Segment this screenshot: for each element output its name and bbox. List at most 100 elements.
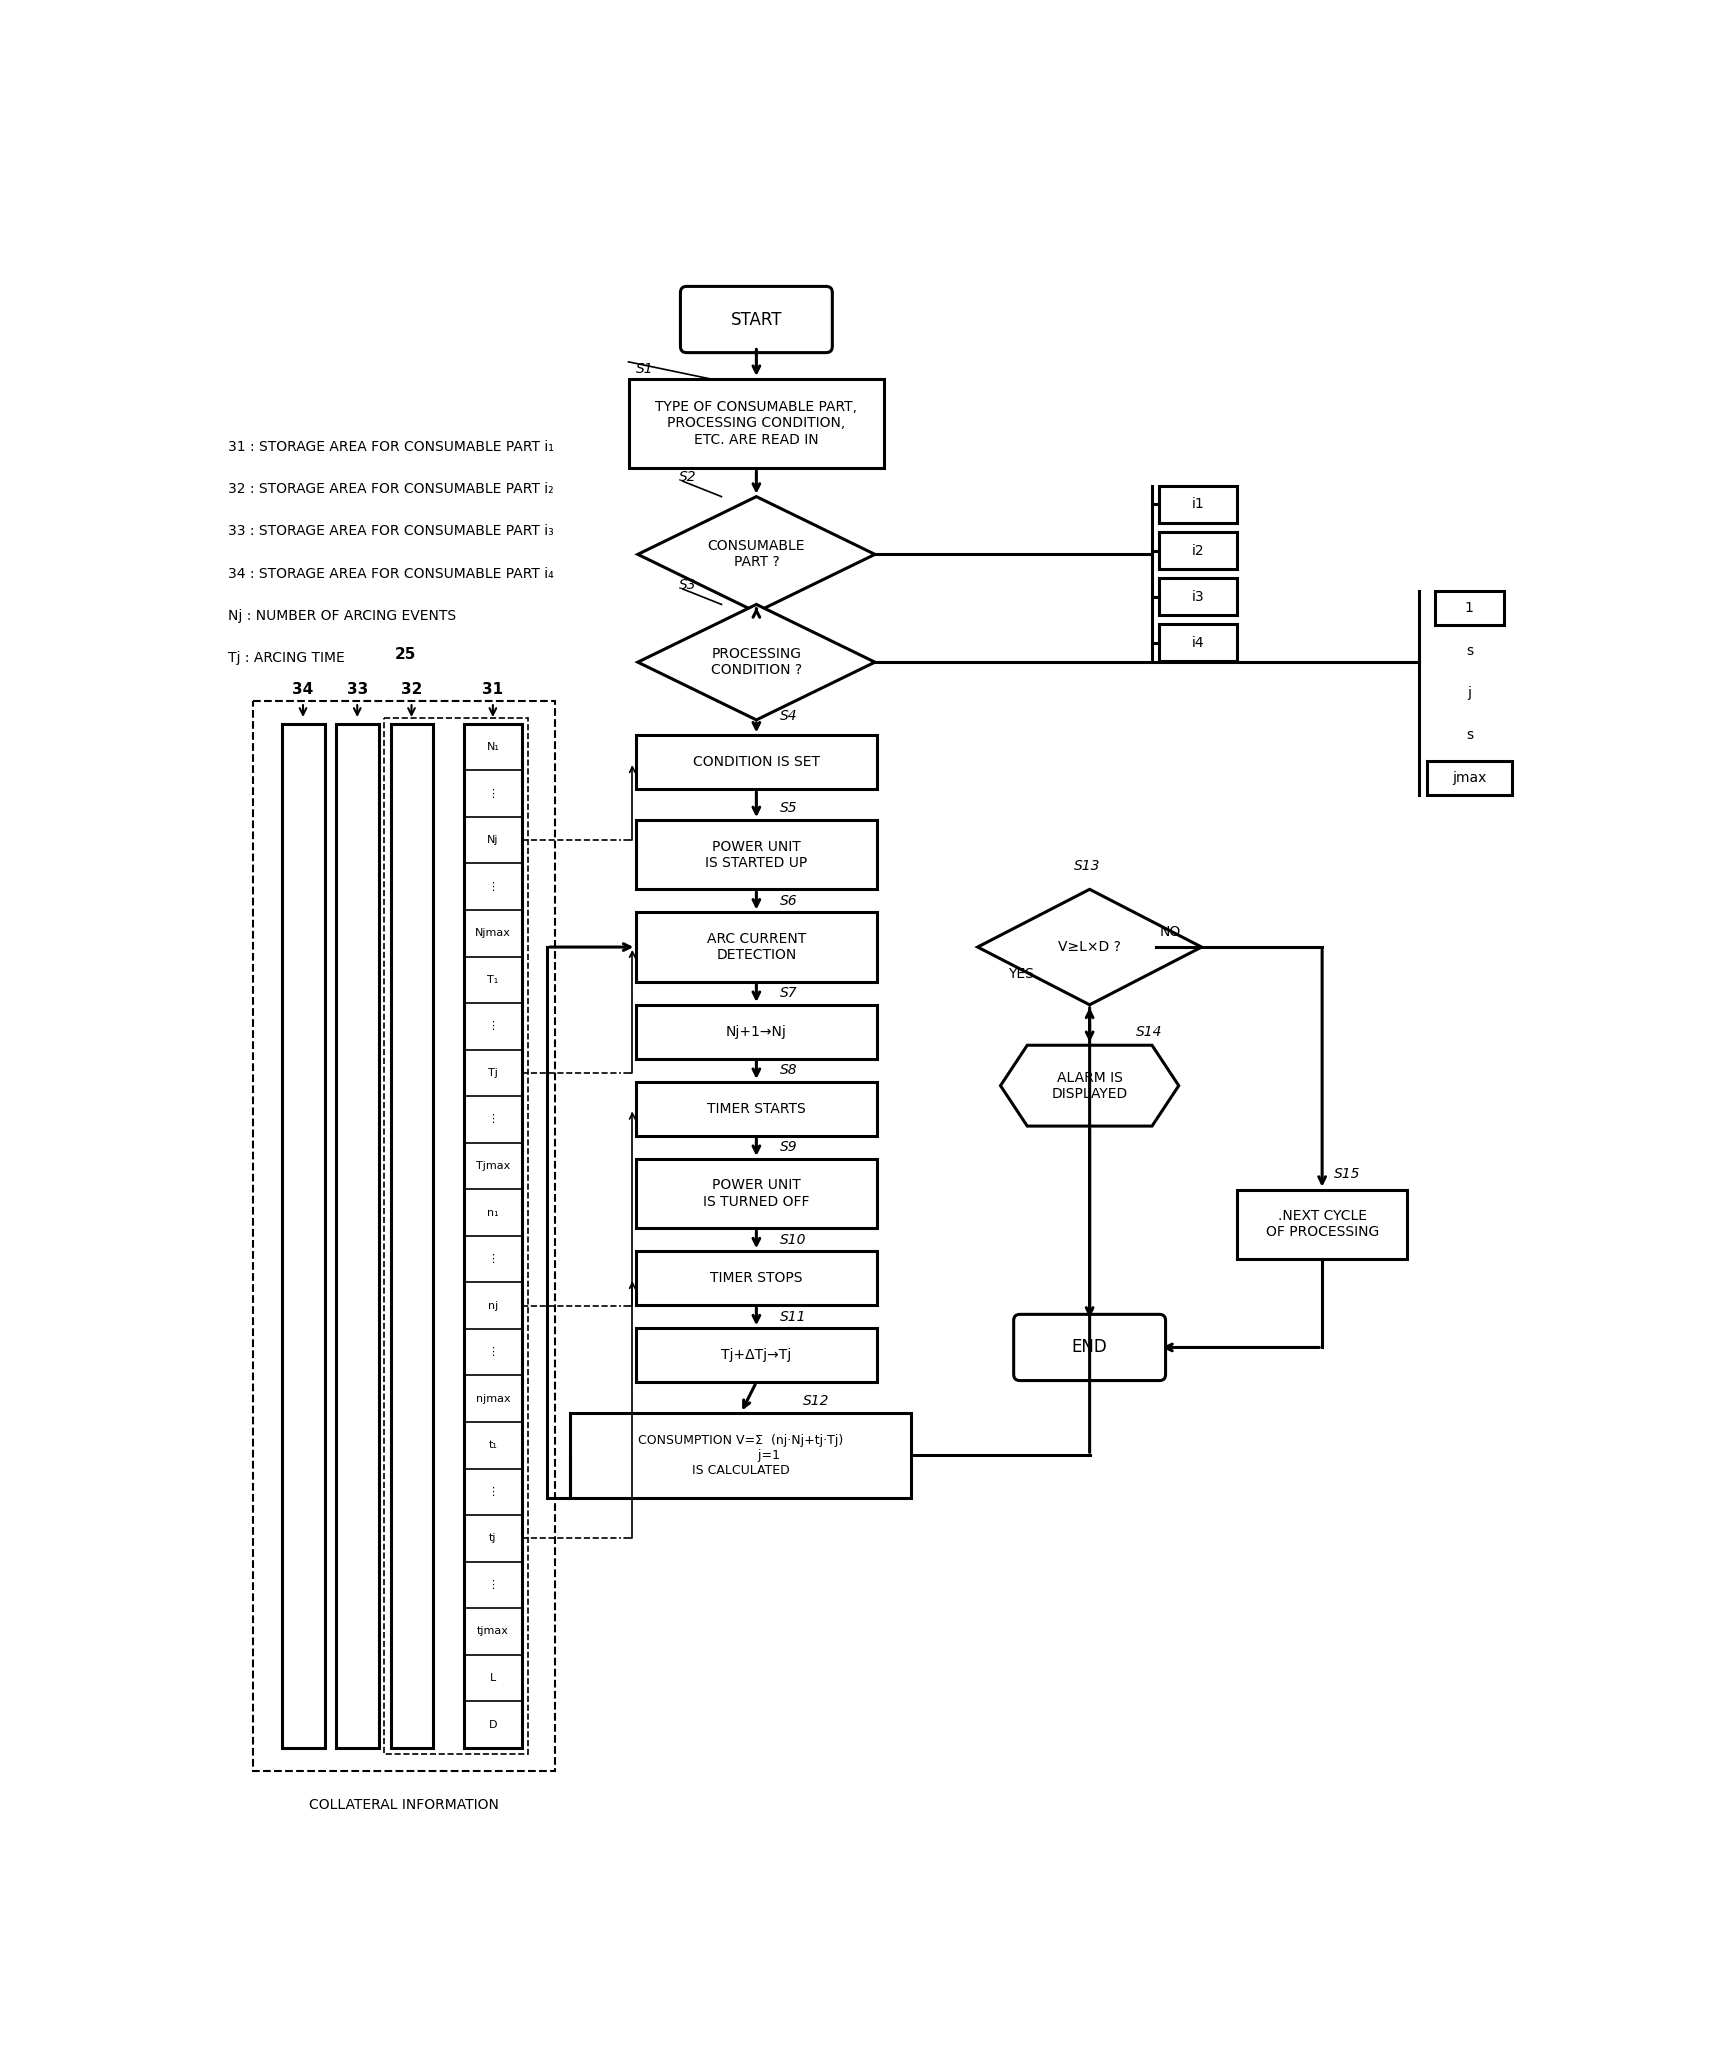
Bar (282, 725, 325, 1747)
Text: j: j (1468, 686, 1471, 700)
Text: Tj: Tj (488, 1068, 498, 1078)
Text: 32 : STORAGE AREA FOR CONSUMABLE PART i₂: 32 : STORAGE AREA FOR CONSUMABLE PART i₂ (228, 482, 553, 497)
Text: tj: tj (489, 1534, 496, 1544)
Bar (628, 380, 885, 468)
Bar (337, 725, 378, 1747)
Bar (636, 1328, 876, 1382)
Polygon shape (638, 604, 874, 721)
Text: n₁: n₁ (488, 1207, 498, 1217)
Text: i3: i3 (1193, 589, 1205, 604)
Text: ALARM IS
DISPLAYED: ALARM IS DISPLAYED (1052, 1070, 1128, 1100)
Text: ⋮: ⋮ (488, 1486, 498, 1497)
Bar (1434, 591, 1504, 626)
Text: Nj: Nj (488, 836, 498, 846)
Text: tjmax: tjmax (477, 1626, 508, 1636)
Text: S3: S3 (679, 579, 696, 591)
Text: Nj+1→Nj: Nj+1→Nj (725, 1024, 787, 1039)
Text: t₁: t₁ (488, 1441, 498, 1449)
Text: i1: i1 (1193, 497, 1205, 511)
Text: S8: S8 (780, 1063, 797, 1078)
Text: S6: S6 (780, 893, 797, 907)
Text: POWER UNIT
IS TURNED OFF: POWER UNIT IS TURNED OFF (703, 1178, 809, 1209)
Text: 1: 1 (1465, 602, 1473, 616)
Text: 34: 34 (293, 682, 313, 696)
Text: njmax: njmax (476, 1394, 510, 1404)
Text: i4: i4 (1193, 636, 1205, 651)
Bar (1160, 487, 1237, 524)
Text: S10: S10 (780, 1232, 806, 1246)
Text: START: START (731, 310, 782, 328)
Text: nj: nj (488, 1302, 498, 1310)
Text: S15: S15 (1335, 1166, 1360, 1180)
Polygon shape (1001, 1045, 1179, 1127)
Text: CONDITION IS SET: CONDITION IS SET (693, 756, 820, 770)
Text: COLLATERAL INFORMATION: COLLATERAL INFORMATION (308, 1798, 498, 1813)
Text: S5: S5 (780, 801, 797, 815)
Text: PROCESSING
CONDITION ?: PROCESSING CONDITION ? (710, 647, 802, 677)
Text: S11: S11 (780, 1310, 806, 1324)
Text: L: L (489, 1673, 496, 1683)
Bar (1160, 532, 1237, 569)
Bar (390, 725, 433, 1747)
Text: S9: S9 (780, 1139, 797, 1154)
Text: ⋮: ⋮ (488, 1115, 498, 1125)
Text: N₁: N₁ (486, 741, 500, 751)
Text: S4: S4 (780, 708, 797, 723)
Text: S2: S2 (679, 470, 696, 485)
Text: ARC CURRENT
DETECTION: ARC CURRENT DETECTION (707, 932, 806, 963)
Text: TIMER STOPS: TIMER STOPS (710, 1271, 802, 1285)
Text: Tj+ΔTj→Tj: Tj+ΔTj→Tj (722, 1349, 792, 1361)
Text: 33 : STORAGE AREA FOR CONSUMABLE PART i₃: 33 : STORAGE AREA FOR CONSUMABLE PART i₃ (228, 524, 554, 538)
Text: S14: S14 (1136, 1024, 1163, 1039)
Text: D: D (489, 1720, 498, 1729)
Text: YES: YES (1008, 967, 1033, 981)
Bar (570, 1412, 912, 1497)
Text: Tj : ARCING TIME: Tj : ARCING TIME (228, 651, 344, 665)
Text: TIMER STARTS: TIMER STARTS (707, 1102, 806, 1115)
Text: NO: NO (1160, 924, 1181, 938)
Bar (636, 1158, 876, 1228)
Text: CONSUMPTION V=Σ  (nj·Nj+tj·Tj)
              j=1
IS CALCULATED: CONSUMPTION V=Σ (nj·Nj+tj·Tj) j=1 IS CAL… (638, 1433, 844, 1476)
Text: V≥L×D ?: V≥L×D ? (1057, 940, 1121, 955)
Text: TYPE OF CONSUMABLE PART,
PROCESSING CONDITION,
ETC. ARE READ IN: TYPE OF CONSUMABLE PART, PROCESSING COND… (655, 400, 857, 448)
Bar (1427, 762, 1513, 795)
Text: s: s (1466, 643, 1473, 657)
Text: S12: S12 (802, 1394, 830, 1408)
Text: ⋮: ⋮ (488, 1581, 498, 1589)
Polygon shape (638, 497, 874, 612)
Text: 31: 31 (483, 682, 503, 696)
Bar (253, 700, 554, 1772)
Text: .NEXT CYCLE
OF PROCESSING: .NEXT CYCLE OF PROCESSING (1266, 1209, 1379, 1240)
Text: i2: i2 (1193, 544, 1205, 558)
FancyBboxPatch shape (681, 287, 832, 353)
Text: ⋮: ⋮ (488, 1254, 498, 1265)
Text: POWER UNIT
IS STARTED UP: POWER UNIT IS STARTED UP (705, 840, 808, 870)
Text: ⋮: ⋮ (488, 788, 498, 799)
Text: 25: 25 (395, 647, 416, 661)
Bar (636, 735, 876, 788)
Bar (636, 1250, 876, 1306)
Polygon shape (977, 889, 1201, 1004)
Text: ⋮: ⋮ (488, 1347, 498, 1357)
Text: Tjmax: Tjmax (476, 1162, 510, 1170)
Bar (636, 1082, 876, 1135)
Text: CONSUMABLE
PART ?: CONSUMABLE PART ? (708, 540, 806, 569)
Text: s: s (1466, 729, 1473, 743)
Text: ⋮: ⋮ (488, 881, 498, 891)
Bar (464, 725, 522, 1747)
Bar (636, 912, 876, 981)
FancyBboxPatch shape (1013, 1314, 1165, 1380)
Text: 31 : STORAGE AREA FOR CONSUMABLE PART i₁: 31 : STORAGE AREA FOR CONSUMABLE PART i₁ (228, 439, 554, 454)
Text: T₁: T₁ (488, 975, 498, 985)
Text: ⋮: ⋮ (488, 1020, 498, 1031)
Text: S1: S1 (636, 363, 654, 376)
Text: Nj : NUMBER OF ARCING EVENTS: Nj : NUMBER OF ARCING EVENTS (228, 610, 455, 622)
Bar (1160, 624, 1237, 661)
Text: jmax: jmax (1453, 770, 1487, 784)
Bar (1237, 1189, 1408, 1258)
Text: Njmax: Njmax (476, 928, 512, 938)
Bar (636, 819, 876, 889)
Bar (636, 1004, 876, 1059)
Text: 32: 32 (400, 682, 423, 696)
Text: 34 : STORAGE AREA FOR CONSUMABLE PART i₄: 34 : STORAGE AREA FOR CONSUMABLE PART i₄ (228, 567, 554, 581)
